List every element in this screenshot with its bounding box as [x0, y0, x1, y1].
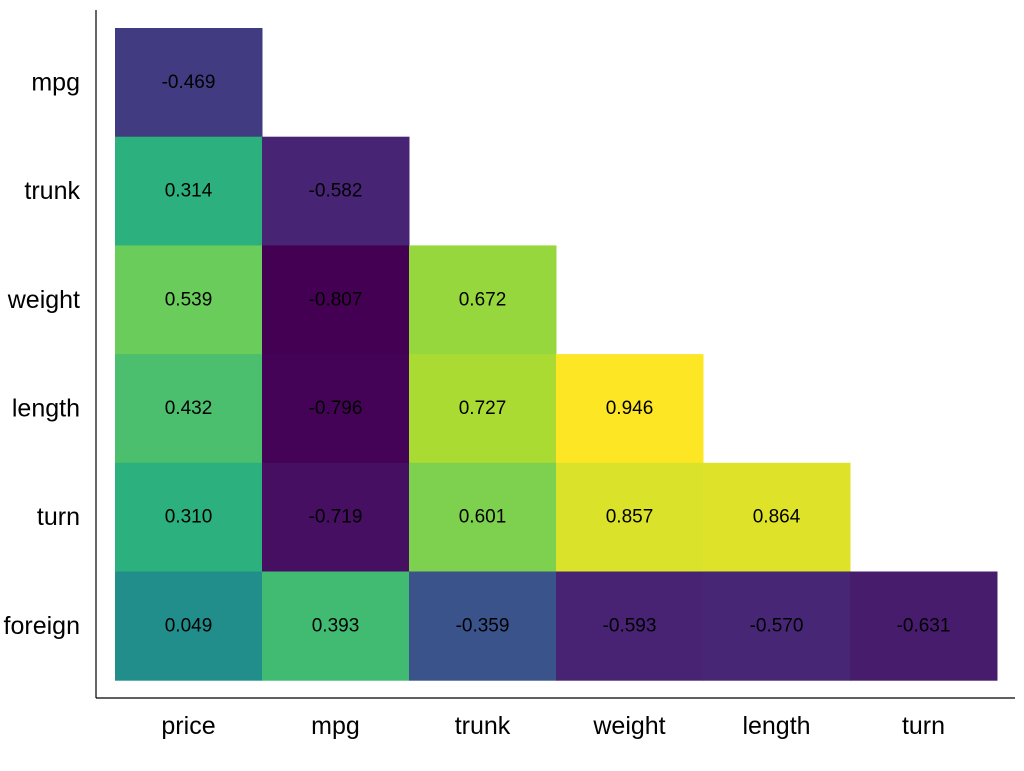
cell-value-label: 0.310 — [165, 507, 213, 528]
heatmap-cell-turn-trunk — [409, 462, 557, 572]
cell-value-label: -0.796 — [309, 398, 363, 419]
heatmap-cell-foreign-trunk — [409, 571, 557, 681]
cell-value-label: -0.593 — [603, 615, 657, 636]
x-tick-label-trunk: trunk — [455, 712, 511, 740]
heatmap-cell-length-mpg — [262, 354, 410, 464]
heatmap-cell-trunk-price — [115, 136, 263, 246]
cell-value-label: 0.432 — [165, 398, 213, 419]
cell-value-label: -0.719 — [309, 507, 363, 528]
cell-value-label: 0.601 — [459, 507, 507, 528]
cell-value-label: -0.359 — [456, 615, 510, 636]
cell-value-label: 0.539 — [165, 289, 213, 310]
x-tick-label-turn: turn — [902, 712, 945, 740]
cell-value-label: 0.049 — [165, 615, 213, 636]
y-tick-label-weight: weight — [7, 286, 80, 314]
x-tick-label-mpg: mpg — [311, 712, 360, 740]
cell-value-label: -0.469 — [162, 72, 216, 93]
heatmap-cell-foreign-mpg — [262, 571, 410, 681]
heatmap-cell-turn-price — [115, 462, 263, 572]
cell-value-label: 0.864 — [753, 507, 801, 528]
cell-value-label: 0.857 — [606, 507, 654, 528]
cell-value-label: -0.631 — [897, 615, 951, 636]
cell-value-label: -0.807 — [309, 289, 363, 310]
heatmap-cell-length-trunk — [409, 354, 557, 464]
heatmap-cell-length-price — [115, 354, 263, 464]
cell-value-label: 0.727 — [459, 398, 507, 419]
heatmap-cell-weight-price — [115, 245, 263, 355]
heatmap-cell-foreign-price — [115, 571, 263, 681]
heatmap-cell-trunk-mpg — [262, 136, 410, 246]
heatmap-cell-mpg-price — [115, 28, 263, 138]
y-axis-tick-labels: mpg trunk weight length turn foreign — [4, 68, 81, 640]
heatmap-cell-weight-mpg — [262, 245, 410, 355]
heatmap-cell-turn-mpg — [262, 462, 410, 572]
heatmap-cell-length-weight — [556, 354, 704, 464]
y-tick-label-turn: turn — [37, 503, 80, 531]
x-tick-label-price: price — [161, 712, 215, 740]
y-tick-label-mpg: mpg — [31, 68, 80, 96]
x-tick-label-length: length — [742, 712, 810, 740]
heatmap-cells — [115, 28, 998, 681]
heatmap-cell-labels: -0.469 0.314 -0.582 0.539 -0.807 0.672 0.432 -0… — [162, 72, 951, 636]
cell-value-label: -0.582 — [309, 181, 363, 202]
cell-value-label: 0.672 — [459, 289, 507, 310]
heatmap-cell-turn-weight — [556, 462, 704, 572]
heatmap-cell-weight-trunk — [409, 245, 557, 355]
y-tick-label-length: length — [12, 394, 80, 422]
x-tick-label-weight: weight — [592, 712, 665, 740]
x-axis-tick-labels: price mpg trunk weight length turn — [161, 712, 945, 740]
cell-value-label: -0.570 — [750, 615, 804, 636]
y-tick-label-foreign: foreign — [4, 612, 80, 640]
cell-value-label: 0.393 — [312, 615, 360, 636]
heatmap-cell-turn-length — [703, 462, 851, 572]
y-tick-label-trunk: trunk — [24, 177, 80, 205]
heatmap-cell-foreign-length — [703, 571, 851, 681]
heatmap-cell-foreign-turn — [850, 571, 998, 681]
cell-value-label: 0.314 — [165, 181, 213, 202]
heatmap-cell-foreign-weight — [556, 571, 704, 681]
cell-value-label: 0.946 — [606, 398, 654, 419]
